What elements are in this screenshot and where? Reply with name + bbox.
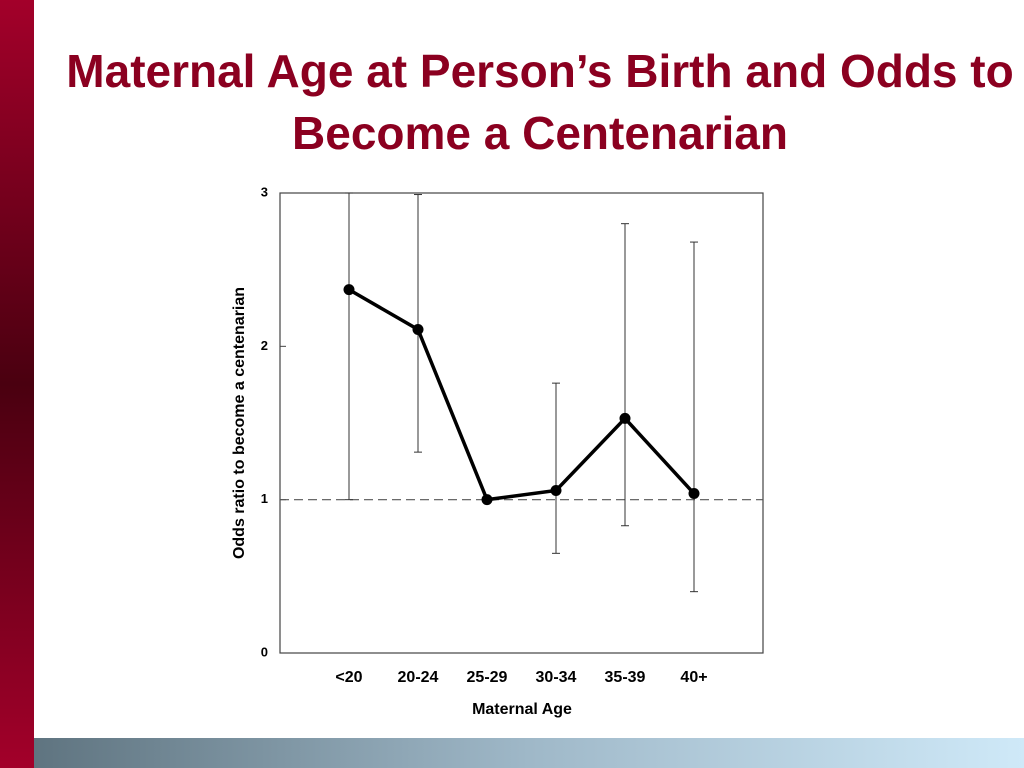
data-point — [412, 323, 424, 335]
plot-frame — [279, 192, 764, 654]
x-tick-label: 20-24 — [398, 669, 439, 686]
data-point — [688, 488, 700, 500]
sidebar — [0, 0, 34, 768]
data-point — [481, 494, 493, 506]
x-tick-label: 40+ — [680, 669, 707, 686]
chart: Maternal Age Odds ratio to become a cent… — [231, 184, 764, 718]
data-point — [619, 412, 631, 424]
x-axis-label: Maternal Age — [472, 701, 572, 718]
data-point — [343, 284, 355, 296]
x-tick-label: 25-29 — [467, 669, 508, 686]
data-point — [550, 484, 562, 496]
y-tick-label: 1 — [261, 491, 268, 506]
y-tick-label: 3 — [261, 184, 268, 199]
slide-title: Maternal Age at Person’s Birth and Odds … — [66, 45, 1014, 159]
x-tick-label: 30-34 — [536, 669, 577, 686]
footer-band — [34, 738, 1024, 768]
x-tick-label: <20 — [335, 669, 362, 686]
series-line — [348, 288, 696, 502]
y-axis-label: Odds ratio to become a centenarian — [231, 287, 248, 559]
x-tick-label: 35-39 — [605, 669, 646, 686]
y-tick-label: 2 — [261, 338, 268, 353]
y-tick-label: 0 — [261, 644, 268, 659]
